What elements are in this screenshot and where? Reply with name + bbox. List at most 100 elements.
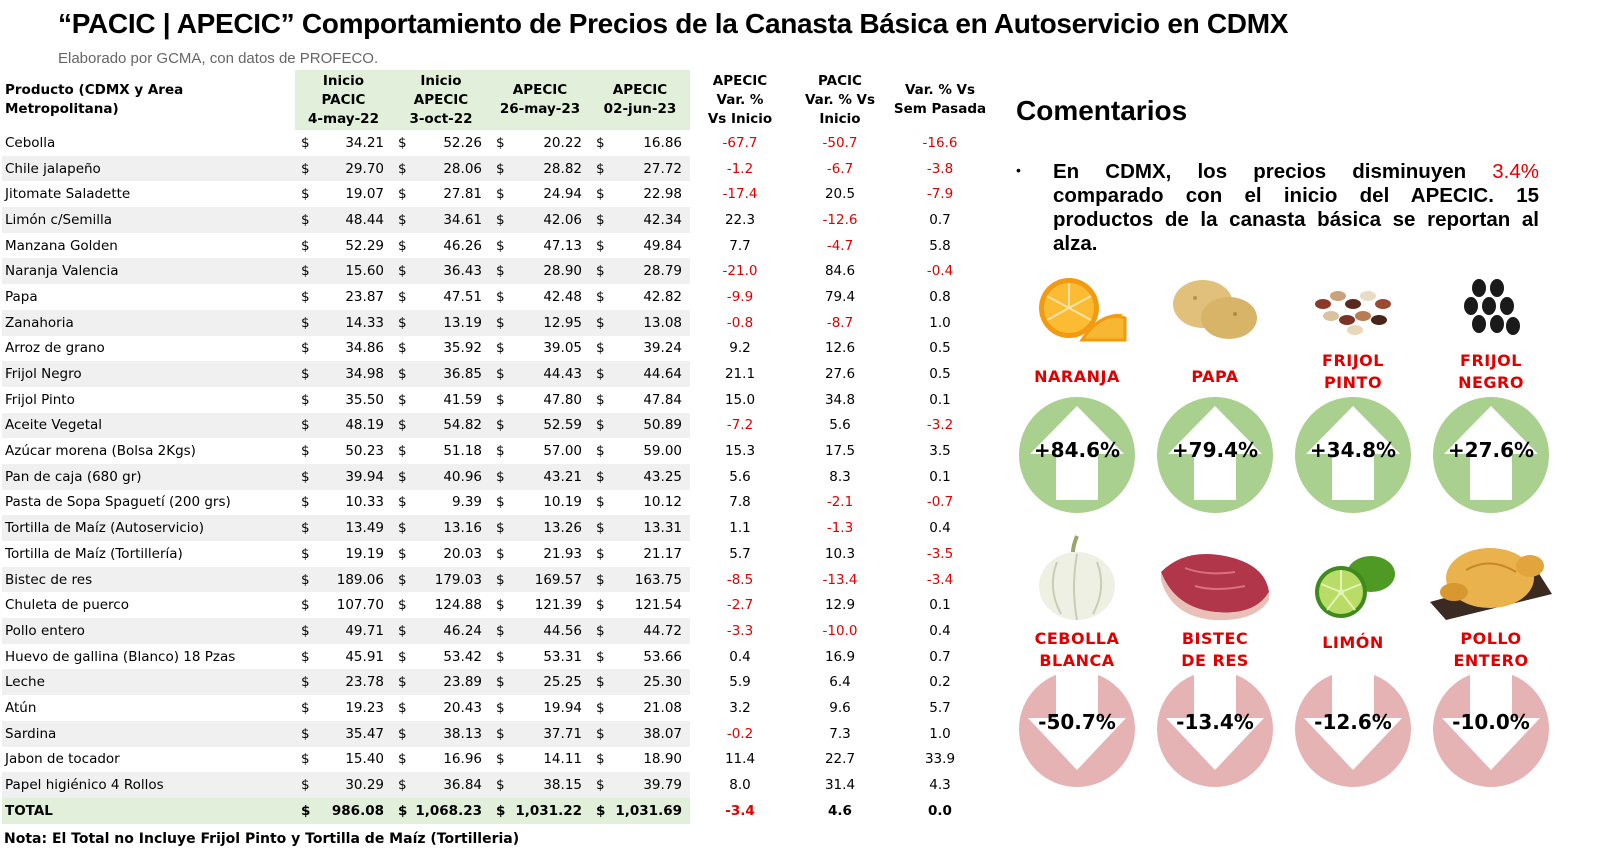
cell-var-pacic: 6.4	[829, 674, 851, 691]
cell-price-p4: $13.31	[590, 515, 690, 541]
cell-price-p4: $39.79	[590, 772, 690, 798]
cell-var-pacic: 8.3	[829, 468, 851, 485]
cell-price-p2: $47.51	[398, 288, 482, 305]
cell-price-p4: $50.89	[590, 412, 690, 439]
product-label: PAPA	[1191, 367, 1239, 386]
cell-var-pacic: -10.0	[822, 622, 858, 639]
table-row: Jabon de tocador $15.40 $16.96 $14.11 $18.90…	[2, 747, 990, 773]
cell-var-semana: 0.1	[929, 468, 951, 485]
cell-price-p2: $1,068.23	[392, 797, 490, 824]
cell-price-p4: $10.12	[596, 494, 682, 511]
table-row: Papa $23.87 $47.51 $42.48 $42.82 -9.9 79.4 0.8	[2, 284, 990, 310]
cell-var-pacic: -8.7	[826, 314, 854, 331]
table-row: Limón c/Semilla $48.44 $34.61 $42.06 $42.34 2…	[2, 207, 990, 233]
cell-var-apecic: 5.7	[729, 545, 751, 562]
cell-price-p1: $23.87	[301, 288, 384, 305]
comment-text: En CDMX, los precios disminuyen 3.4% com…	[1053, 160, 1539, 255]
cell-var-apecic: -0.2	[726, 725, 754, 742]
cell-price-p3: $52.59	[490, 412, 590, 439]
cell-price-p1: $19.07	[301, 186, 384, 203]
cell-price-p2: $38.13	[392, 720, 490, 747]
page-title: “PACIC | APECIC” Comportamiento de Preci…	[58, 8, 1289, 39]
change-value: +27.6%	[1447, 438, 1535, 462]
comments-title: Comentarios	[1016, 95, 1188, 126]
increase-arrow-icon: +34.8%	[1294, 396, 1412, 514]
cell-var-semana: 5.8	[929, 237, 951, 254]
cell-price-p1: $49.71	[295, 618, 392, 644]
cell-var-apecic: 0.4	[729, 648, 751, 665]
cell-price-p1: $34.86	[301, 340, 384, 357]
cell-var-apecic: 3.2	[729, 699, 751, 716]
cell-price-p3: $42.06	[490, 207, 590, 233]
cell-price-p1: $10.33	[301, 494, 384, 511]
product-label: FRIJOL PINTO	[1322, 351, 1384, 392]
orange-icon	[1027, 274, 1127, 349]
cell-price-p3: $43.21	[490, 463, 590, 490]
cell-product: Cebolla	[5, 134, 56, 151]
cell-var-pacic: 16.9	[824, 648, 856, 665]
cell-var-apecic: -2.7	[726, 597, 754, 614]
cell-product: Zanahoria	[2, 309, 295, 336]
cell-price-p1: $15.60	[295, 258, 392, 285]
header-var-pacic: PACIC Var. % Vs Inicio	[804, 72, 876, 127]
cell-price-p3: $53.31	[496, 648, 582, 665]
cell-price-p3: $25.25	[490, 669, 590, 696]
cell-price-p1: $23.78	[295, 669, 392, 696]
cell-var-pacic: 7.3	[829, 725, 851, 742]
black-beans-icon	[1441, 274, 1541, 349]
cell-product: Naranja Valencia	[2, 258, 295, 285]
cell-var-semana: 0.7	[929, 211, 951, 228]
cell-var-pacic: 4.6	[828, 802, 852, 819]
cell-var-semana: 33.9	[924, 751, 956, 768]
cell-price-p4: $39.24	[596, 340, 682, 357]
cell-price-p4: $121.54	[596, 597, 682, 614]
cell-price-p2: $9.39	[398, 494, 482, 511]
cell-var-pacic: -1.3	[826, 520, 854, 537]
cell-var-semana: 1.0	[929, 725, 951, 742]
cell-var-apecic: 8.0	[729, 777, 751, 794]
cell-product: TOTAL	[2, 797, 295, 824]
cell-product: Arroz de grano	[5, 340, 105, 357]
cell-price-p3: $39.05	[496, 340, 582, 357]
table-row: Pasta de Sopa Spaguetí (200 grs) $10.33 $9…	[2, 490, 990, 516]
cell-price-p2: $20.43	[398, 699, 482, 716]
cell-price-p4: $28.79	[590, 258, 690, 285]
cell-price-p4: $44.72	[590, 618, 690, 644]
cell-price-p4: $47.84	[596, 391, 682, 408]
cell-price-p2: $36.84	[392, 772, 490, 798]
cell-var-apecic: 7.7	[729, 237, 751, 254]
beef-icon	[1155, 542, 1275, 627]
cell-price-p2: $35.92	[398, 340, 482, 357]
table-row: Sardina $35.47 $38.13 $37.71 $38.07 -0.2 7.3 1.…	[2, 720, 990, 747]
cell-price-p3: $10.19	[496, 494, 582, 511]
product-label: NARANJA	[1034, 367, 1120, 386]
price-table: Producto (CDMX y Area Metropolitana) Ini…	[2, 70, 990, 824]
cell-price-p2: $46.26	[398, 237, 482, 254]
cell-product: Atún	[5, 699, 37, 716]
cell-price-p2: $41.59	[398, 391, 482, 408]
cell-price-p4: $59.00	[596, 443, 682, 460]
cell-price-p2: $52.26	[398, 134, 482, 151]
cell-var-semana: 0.1	[929, 391, 951, 408]
cell-price-p4: $27.72	[590, 155, 690, 182]
cell-price-p1: $986.08	[295, 797, 392, 824]
cell-var-pacic: 12.6	[824, 340, 856, 357]
cell-price-p3: $47.80	[496, 391, 582, 408]
cell-var-pacic: -50.7	[822, 134, 858, 151]
cell-price-p3: $169.57	[490, 566, 590, 593]
increase-arrow-icon: +84.6%	[1018, 396, 1136, 514]
comment-bullet: •	[1016, 162, 1021, 178]
cell-var-apecic: -1.2	[726, 160, 754, 177]
header-inicio-pacic: Inicio PACIC 4-may-22	[295, 70, 392, 130]
decrease-arrow-icon: -13.4%	[1156, 670, 1274, 788]
cell-product: Jabon de tocador	[5, 751, 120, 768]
cell-var-pacic: -2.1	[826, 494, 854, 511]
cell-var-semana: -3.8	[926, 160, 954, 177]
cell-product: Frijol Negro	[2, 361, 295, 387]
decrease-arrow-icon: -10.0%	[1432, 670, 1550, 788]
cell-price-p3: $38.15	[490, 772, 590, 798]
cell-price-p4: $53.66	[596, 648, 682, 665]
table-row: Atún $19.23 $20.43 $19.94 $21.08 3.2 9.6 5.7	[2, 695, 990, 721]
cell-var-apecic: -8.5	[726, 571, 754, 588]
cell-price-p4: $43.25	[590, 463, 690, 490]
